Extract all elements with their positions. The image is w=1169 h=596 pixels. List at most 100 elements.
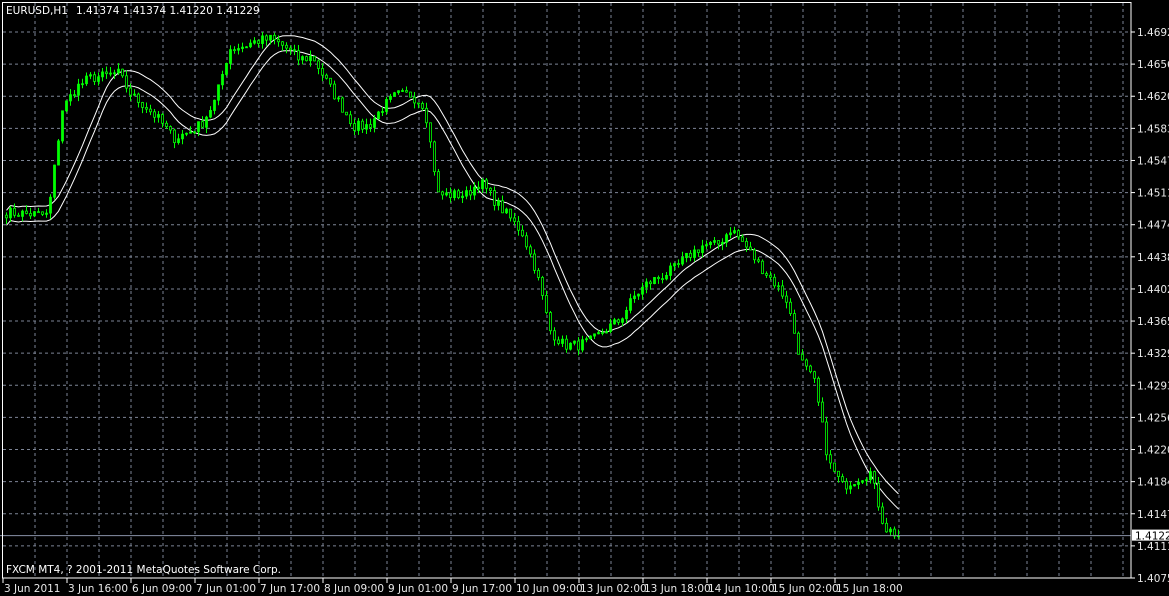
candle-body <box>781 285 784 297</box>
candle-body <box>45 212 48 215</box>
candle-body <box>381 111 384 113</box>
candle-body <box>117 68 120 74</box>
candle-body <box>373 118 376 128</box>
candle-body <box>237 48 240 51</box>
candle-body <box>857 481 860 485</box>
candle-body <box>293 49 296 52</box>
candle-body <box>501 200 504 214</box>
y-tick-label: 1.43650 <box>1137 316 1169 328</box>
candle-body <box>773 276 776 287</box>
y-tick-label: 1.42200 <box>1137 445 1169 457</box>
candle-body <box>557 339 560 344</box>
candle-body <box>497 200 500 206</box>
candle-body <box>621 318 624 323</box>
y-tick-label: 1.44020 <box>1137 284 1169 296</box>
candle-body <box>21 210 24 217</box>
candle-body <box>753 249 756 261</box>
candle-body <box>225 63 228 75</box>
candle-body <box>197 121 200 133</box>
candle-body <box>309 55 312 62</box>
candle-body <box>9 207 12 219</box>
ohlc-values: 1.41374 1.41374 1.41220 1.41229 <box>76 5 260 17</box>
candle-body <box>805 359 808 367</box>
plot-border <box>2 2 1132 579</box>
candle-body <box>577 340 580 351</box>
candle-body <box>449 192 452 199</box>
candle-body <box>57 140 60 166</box>
x-tick-label: 15 Jun 02:00 <box>772 583 839 595</box>
candle-body <box>737 230 740 238</box>
candle-body <box>29 213 32 217</box>
candle-body <box>529 246 532 255</box>
candle-body <box>177 138 180 143</box>
y-tick-label: 1.45830 <box>1137 123 1169 135</box>
candle-body <box>777 285 780 288</box>
x-tick-label: 15 Jun 18:00 <box>836 583 903 595</box>
x-tick-label: 13 Jun 02:00 <box>580 583 647 595</box>
candle-body <box>693 249 696 258</box>
candle-body <box>81 83 84 86</box>
candle-body <box>601 332 604 334</box>
candle-body <box>337 97 340 100</box>
candle-body <box>509 208 512 219</box>
candle-body <box>97 76 100 82</box>
candle-body <box>613 319 616 325</box>
candle-body <box>485 179 488 189</box>
candle-body <box>229 49 232 64</box>
x-tick-label: 9 Jun 01:00 <box>388 583 448 595</box>
candle-body <box>517 220 520 231</box>
candle-body <box>721 241 724 245</box>
candle-body <box>821 401 824 423</box>
y-tick-label: 1.45470 <box>1137 155 1169 167</box>
candle-body <box>853 484 856 487</box>
candle-body <box>153 111 156 118</box>
candle-body <box>133 93 136 96</box>
candle-body <box>565 338 568 350</box>
candle-body <box>13 207 16 216</box>
candle-body <box>625 309 628 320</box>
candle-body <box>569 342 572 350</box>
candle-body <box>593 333 596 337</box>
candle-body <box>477 186 480 190</box>
candle-body <box>357 120 360 131</box>
candle-body <box>741 236 744 242</box>
candle-body <box>589 335 592 340</box>
y-tick-label: 1.41110 <box>1137 541 1169 553</box>
candle-body <box>33 211 36 217</box>
candle-body <box>877 482 880 508</box>
candle-body <box>241 46 244 49</box>
candle-body <box>73 94 76 97</box>
y-tick-label: 1.46560 <box>1137 59 1169 71</box>
x-tick-label: 8 Jun 09:00 <box>324 583 384 595</box>
price-axis[interactable]: 1.46920 1.46560 1.46200 1.45830 1.45470 1.451… <box>1131 27 1169 585</box>
y-tick-label: 1.41840 <box>1137 477 1169 489</box>
candle-body <box>825 421 828 456</box>
candle-body <box>445 192 448 196</box>
candle-body <box>845 480 848 490</box>
candle-body <box>41 211 44 215</box>
candle-body <box>481 179 484 190</box>
candle-body <box>649 281 652 285</box>
candle-body <box>137 93 140 103</box>
candle-body <box>349 114 352 125</box>
candle-body <box>61 110 64 142</box>
y-tick-label: 1.40750 <box>1137 573 1169 585</box>
candle-body <box>129 87 132 96</box>
candle-body <box>609 323 612 332</box>
time-axis[interactable]: 3 Jun 2011 3 Jun 16:00 6 Jun 09:00 7 Jun 01… <box>2 578 903 595</box>
candle-body <box>333 83 336 100</box>
candle-body <box>677 263 680 265</box>
candle-body <box>697 249 700 253</box>
copyright-text: FXCM MT4, ? 2001-2011 MetaQuotes Softwar… <box>6 564 281 576</box>
candle-body <box>585 338 588 341</box>
candle-body <box>405 90 408 93</box>
candle-body <box>793 313 796 334</box>
candle-body <box>513 217 516 222</box>
candle-body <box>645 281 648 288</box>
candle-body <box>653 277 656 285</box>
candle-body <box>289 47 292 51</box>
candle-body <box>105 71 108 75</box>
candle-body <box>277 39 280 43</box>
